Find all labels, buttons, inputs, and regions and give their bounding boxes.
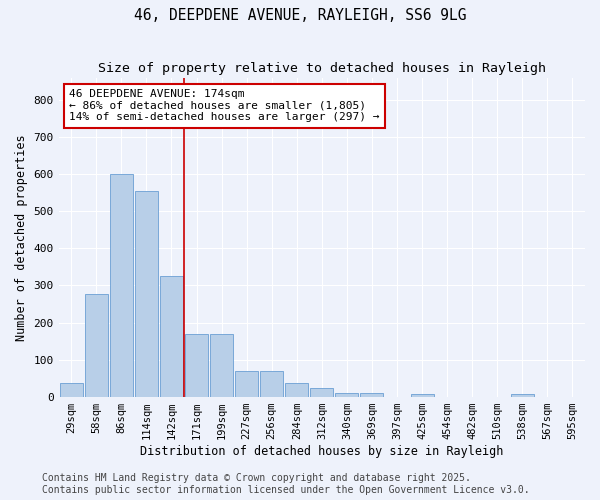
Bar (235, 372, 258, 396)
Bar (185, 334, 208, 396)
Bar (285, 382, 308, 396)
Bar (410, 394, 434, 396)
Bar (260, 372, 283, 396)
Text: 46 DEEPDENE AVENUE: 174sqm
← 86% of detached houses are smaller (1,805)
14% of s: 46 DEEPDENE AVENUE: 174sqm ← 86% of deta… (69, 89, 380, 122)
Bar (511, 394, 534, 396)
Bar (85, 294, 108, 397)
Y-axis label: Number of detached properties: Number of detached properties (15, 134, 28, 340)
Text: 46, DEEPDENE AVENUE, RAYLEIGH, SS6 9LG: 46, DEEPDENE AVENUE, RAYLEIGH, SS6 9LG (134, 8, 466, 22)
Text: Contains HM Land Registry data © Crown copyright and database right 2025.
Contai: Contains HM Land Registry data © Crown c… (42, 474, 530, 495)
Bar (310, 388, 334, 396)
X-axis label: Distribution of detached houses by size in Rayleigh: Distribution of detached houses by size … (140, 444, 503, 458)
Title: Size of property relative to detached houses in Rayleigh: Size of property relative to detached ho… (98, 62, 546, 76)
Bar (335, 393, 358, 396)
Bar (160, 276, 183, 396)
Bar (135, 191, 158, 396)
Bar (210, 334, 233, 396)
Bar (361, 393, 383, 396)
Bar (110, 174, 133, 396)
Bar (59, 382, 83, 396)
